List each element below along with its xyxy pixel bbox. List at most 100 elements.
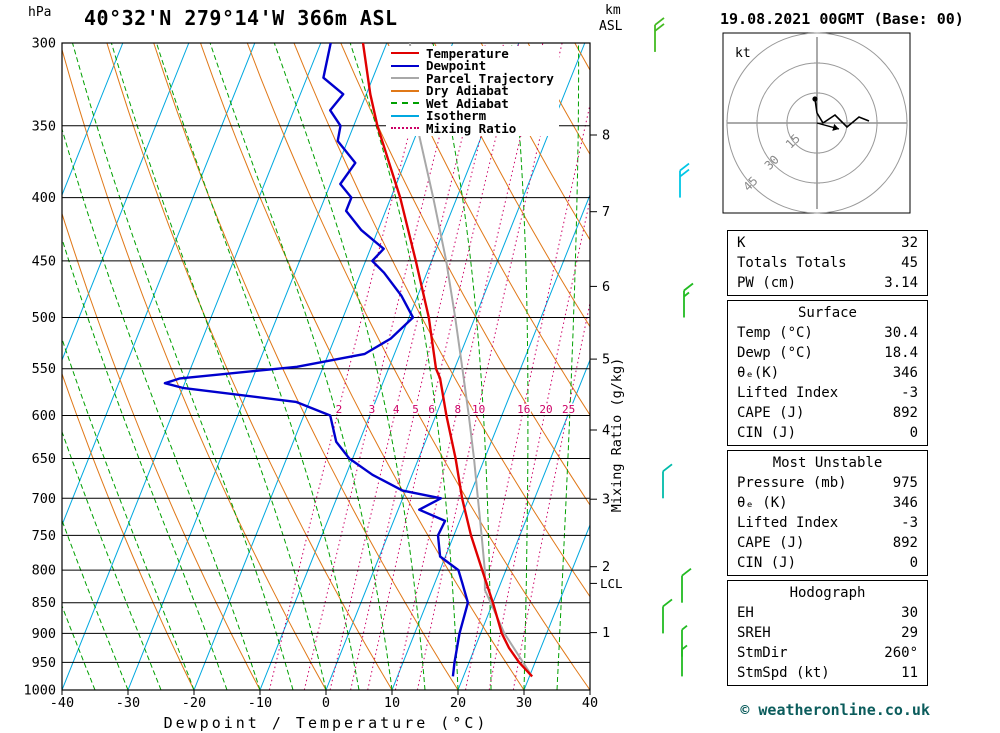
legend-label: Dry Adiabat — [426, 83, 509, 99]
km-tick-label: 5 — [602, 352, 610, 368]
stat-row: SREH 29 — [728, 623, 927, 643]
legend-item-dewpoint: Dewpoint — [391, 58, 554, 74]
mixing-ratio-value: 4 — [393, 403, 400, 416]
stats-box-most-unstable: Most Unstable Pressure (mb) 975 θₑ (K) 346 Li… — [727, 450, 928, 576]
stat-value: 975 — [892, 475, 918, 491]
legend-swatch — [391, 102, 419, 105]
stat-row: Temp (°C) 30.4 — [728, 323, 927, 343]
km-tick-label: 2 — [602, 559, 610, 575]
pressure-tick-label: 400 — [32, 190, 56, 206]
mixing-ratio-value: 8 — [454, 403, 461, 416]
legend-swatch — [391, 77, 419, 80]
stat-label: K — [737, 235, 746, 251]
stat-label: EH — [737, 605, 754, 621]
stat-row: Lifted Index -3 — [728, 383, 927, 403]
altitude-axis: 1 2 3 4 5 6 7 8 LCL — [590, 128, 623, 641]
dewpoint-curve — [163, 43, 470, 677]
stat-row: EH 30 — [728, 603, 927, 623]
stat-value: 30 — [901, 605, 918, 621]
temperature-axis-label: Dewpoint / Temperature (°C) — [163, 714, 489, 732]
stat-row: K 32 — [728, 233, 927, 253]
km-tick-label: 4 — [602, 423, 610, 439]
stat-row: CAPE (J) 892 — [728, 403, 927, 423]
mixing-ratio-value: 10 — [472, 403, 485, 416]
mixing-ratio-value: 3 — [369, 403, 376, 416]
stat-label: StmSpd (kt) — [737, 665, 830, 681]
stat-label: Lifted Index — [737, 385, 839, 401]
mixing-ratio-value: 6 — [428, 403, 435, 416]
temperature-tick-label: 40 — [582, 695, 598, 711]
stat-row: Pressure (mb) 975 — [728, 473, 927, 493]
stat-label: Totals Totals — [737, 255, 847, 271]
pressure-tick-label: 950 — [32, 655, 56, 671]
stat-label: CAPE (J) — [737, 405, 805, 421]
stat-row: StmDir 260° — [728, 643, 927, 663]
legend-item-isotherm: Isotherm — [391, 108, 554, 123]
stat-label: θₑ(K) — [737, 365, 780, 381]
mixing-ratio-value: 25 — [562, 403, 575, 416]
altitude-axis-unit-km: km — [605, 3, 621, 18]
hodograph-trace — [814, 98, 870, 129]
temperature-tick-label: 10 — [384, 695, 400, 711]
mixing-ratio-axis-label: Mixing Ratio (g/kg) — [609, 358, 625, 512]
stat-value: 892 — [892, 405, 918, 421]
stats-box-title: Hodograph — [789, 585, 866, 601]
pressure-tick-label: 850 — [32, 595, 56, 611]
stat-label: CIN (J) — [737, 425, 797, 441]
wind-barb — [662, 463, 673, 499]
mixing-ratio-value: 16 — [517, 403, 530, 416]
stat-value: 45 — [901, 255, 918, 271]
temperature-tick-label: -20 — [182, 695, 206, 711]
wind-barb — [681, 567, 692, 603]
stat-row: Dewp (°C) 18.4 — [728, 343, 927, 363]
stat-row: Totals Totals 45 — [728, 253, 927, 273]
stat-label: CAPE (J) — [737, 535, 805, 551]
km-tick-label: 8 — [602, 128, 610, 144]
legend-label: Mixing Ratio — [426, 120, 517, 136]
wind-barb — [681, 644, 688, 677]
station-title: 40°32'N 279°14'W 366m ASL — [84, 6, 398, 30]
legend-label: Parcel Trajectory — [426, 70, 554, 86]
hodograph-unit-label: kt — [735, 46, 751, 61]
temperature-tick-label: -40 — [50, 695, 74, 711]
legend-item-wet-adiabat: Wet Adiabat — [391, 96, 554, 111]
temperature-tick-label: 0 — [322, 695, 330, 711]
legend-swatch — [391, 89, 419, 92]
legend-label: Temperature — [426, 45, 509, 61]
temperature-tick-label: 30 — [516, 695, 532, 711]
stat-value: 346 — [892, 495, 918, 511]
stats-box-indices: K 32 Totals Totals 45 PW (cm) 3.14 — [727, 230, 928, 296]
stats-box-title: Surface — [797, 305, 857, 321]
stats-panel: K 32 Totals Totals 45 PW (cm) 3.14 Surface Temp… — [727, 230, 928, 690]
stat-label: Dewp (°C) — [737, 345, 813, 361]
stat-value: 3.14 — [884, 275, 918, 291]
stat-label: Temp (°C) — [737, 325, 813, 341]
km-tick-label: 6 — [602, 279, 610, 295]
stat-label: θₑ (K) — [737, 495, 788, 511]
stat-label: Pressure (mb) — [737, 475, 847, 491]
legend-swatch — [391, 127, 419, 130]
wind-barb — [683, 282, 694, 318]
pressure-tick-label: 550 — [32, 361, 56, 377]
temperature-axis-labels: -40 -30 -20 -10 0 10 20 30 40 — [50, 690, 598, 711]
stat-value: -3 — [901, 385, 918, 401]
legend-label: Dewpoint — [426, 58, 487, 74]
km-tick-label: 3 — [602, 492, 610, 508]
isotherm-lines — [62, 43, 590, 690]
temperature-tick-label: -10 — [248, 695, 272, 711]
stats-box-title: Most Unstable — [772, 455, 883, 471]
datetime-label: 19.08.2021 00GMT (Base: 00) — [720, 10, 964, 28]
wind-barb — [662, 598, 673, 634]
chart-legend: Temperature Dewpoint Parcel Trajectory Dry … — [386, 46, 559, 136]
mixing-ratio-lines — [268, 43, 590, 690]
temperature-tick-label: 20 — [450, 695, 466, 711]
stat-value: 11 — [901, 665, 918, 681]
pressure-tick-label: 1000 — [23, 683, 56, 699]
stat-row: CIN (J) 0 — [728, 423, 927, 443]
km-tick-label: 7 — [602, 204, 610, 220]
stat-row: θₑ (K) 346 — [728, 493, 927, 513]
stat-row: θₑ(K) 346 — [728, 363, 927, 383]
pressure-axis-unit: hPa — [28, 5, 52, 20]
wind-barbs-column — [654, 17, 694, 677]
stats-box-surface: Surface Temp (°C) 30.4 Dewp (°C) 18.4 θₑ(K) 34… — [727, 300, 928, 446]
